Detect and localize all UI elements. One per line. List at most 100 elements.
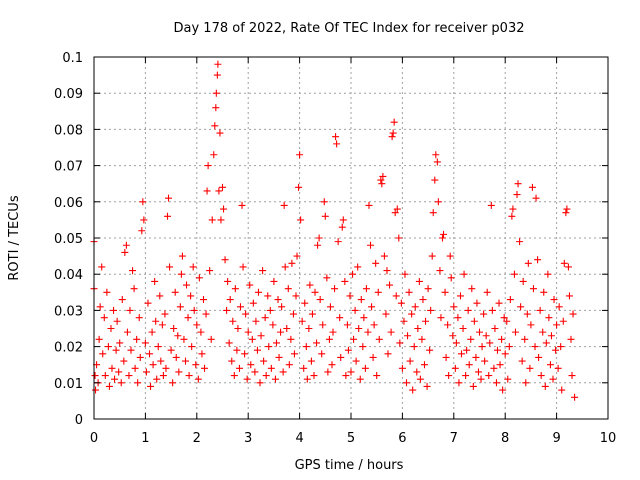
data-point-plus <box>534 256 542 264</box>
data-point-plus <box>370 321 378 329</box>
data-point-plus <box>362 285 370 293</box>
data-point-plus <box>188 343 196 351</box>
data-point-plus <box>357 296 365 304</box>
data-point-plus <box>559 317 567 325</box>
data-point-plus <box>505 343 513 351</box>
data-point-plus <box>302 343 310 351</box>
data-point-plus <box>364 328 372 336</box>
y-tick-label: 0.1 <box>62 51 83 66</box>
data-point-plus <box>135 314 143 322</box>
data-point-plus <box>211 122 219 130</box>
data-point-plus <box>529 285 537 293</box>
data-point-plus <box>120 357 128 365</box>
data-point-plus <box>315 234 323 242</box>
data-point-plus <box>311 288 319 296</box>
data-point-plus <box>476 328 483 336</box>
data-point-plus <box>418 335 426 343</box>
data-point-plus <box>441 288 449 296</box>
data-point-plus <box>244 328 252 336</box>
data-point-plus <box>387 328 395 336</box>
data-point-plus <box>454 314 462 322</box>
data-point-plus <box>458 350 466 358</box>
data-point-plus <box>413 368 421 376</box>
data-point-plus <box>421 361 429 369</box>
data-point-plus <box>259 267 267 275</box>
data-point-plus <box>392 292 400 300</box>
data-point-plus <box>511 328 519 336</box>
data-point-plus <box>254 288 262 296</box>
data-point-plus <box>436 267 444 275</box>
data-point-plus <box>213 71 221 79</box>
data-point-plus <box>251 368 259 376</box>
data-point-plus <box>467 335 475 343</box>
data-point-plus <box>104 343 112 351</box>
data-point-plus <box>325 335 333 343</box>
data-point-plus <box>156 292 164 300</box>
data-point-plus <box>532 194 540 202</box>
data-point-plus <box>378 180 386 188</box>
data-point-plus <box>238 201 246 209</box>
data-point-plus <box>285 361 293 369</box>
data-point-plus <box>270 277 278 285</box>
x-tick-label: 0 <box>90 431 98 446</box>
data-point-plus <box>510 270 518 278</box>
data-point-plus <box>290 350 298 358</box>
data-point-plus <box>295 183 303 191</box>
y-tick-label: 0.04 <box>54 268 83 283</box>
data-point-plus <box>414 325 422 332</box>
data-point-plus <box>382 310 390 318</box>
data-point-plus <box>432 151 440 159</box>
data-point-plus <box>517 303 525 311</box>
data-point-plus <box>296 151 304 159</box>
data-point-plus <box>271 375 279 383</box>
data-point-plus <box>99 350 107 358</box>
data-point-plus <box>180 335 188 343</box>
data-point-plus <box>115 368 123 376</box>
data-point-plus <box>185 372 193 380</box>
data-point-plus <box>519 277 527 285</box>
data-point-plus <box>493 346 501 354</box>
data-point-plus <box>341 277 349 285</box>
data-point-plus <box>148 328 156 336</box>
data-point-plus <box>95 335 103 343</box>
data-point-plus <box>491 325 499 332</box>
data-point-plus <box>281 263 289 271</box>
data-point-plus <box>242 310 250 318</box>
gridlines <box>94 57 608 419</box>
data-point-plus <box>247 361 255 369</box>
data-point-plus <box>462 372 470 380</box>
data-point-plus <box>372 259 380 267</box>
data-point-plus <box>409 386 417 394</box>
data-point-plus <box>310 372 318 380</box>
data-point-plus <box>175 368 183 376</box>
data-point-plus <box>274 296 282 304</box>
data-point-plus <box>230 372 238 380</box>
data-point-plus <box>527 321 535 329</box>
y-tick-label: 0 <box>75 413 83 428</box>
data-point-plus <box>368 303 376 311</box>
data-point-plus <box>424 285 432 293</box>
data-point-plus <box>423 382 431 390</box>
data-point-plus <box>474 368 482 376</box>
data-point-plus <box>170 325 178 332</box>
data-point-plus <box>469 382 477 390</box>
data-point-plus <box>316 296 324 304</box>
data-point-plus <box>501 350 509 358</box>
data-point-plus <box>391 209 399 217</box>
data-point-plus <box>184 314 192 322</box>
data-point-plus <box>328 361 336 369</box>
data-point-plus <box>103 288 111 296</box>
data-point-plus <box>336 314 344 322</box>
data-point-plus <box>326 303 334 311</box>
data-point-plus <box>133 335 141 343</box>
data-point-plus <box>192 361 200 369</box>
data-point-plus <box>518 357 526 365</box>
data-point-plus <box>257 332 265 340</box>
data-point-plus <box>226 296 234 304</box>
y-tick-label: 0.03 <box>54 304 83 319</box>
data-point-plus <box>434 198 442 206</box>
data-point-plus <box>217 216 225 224</box>
data-point-plus <box>408 310 416 318</box>
data-point-plus <box>292 292 300 300</box>
data-point-plus <box>331 285 339 293</box>
